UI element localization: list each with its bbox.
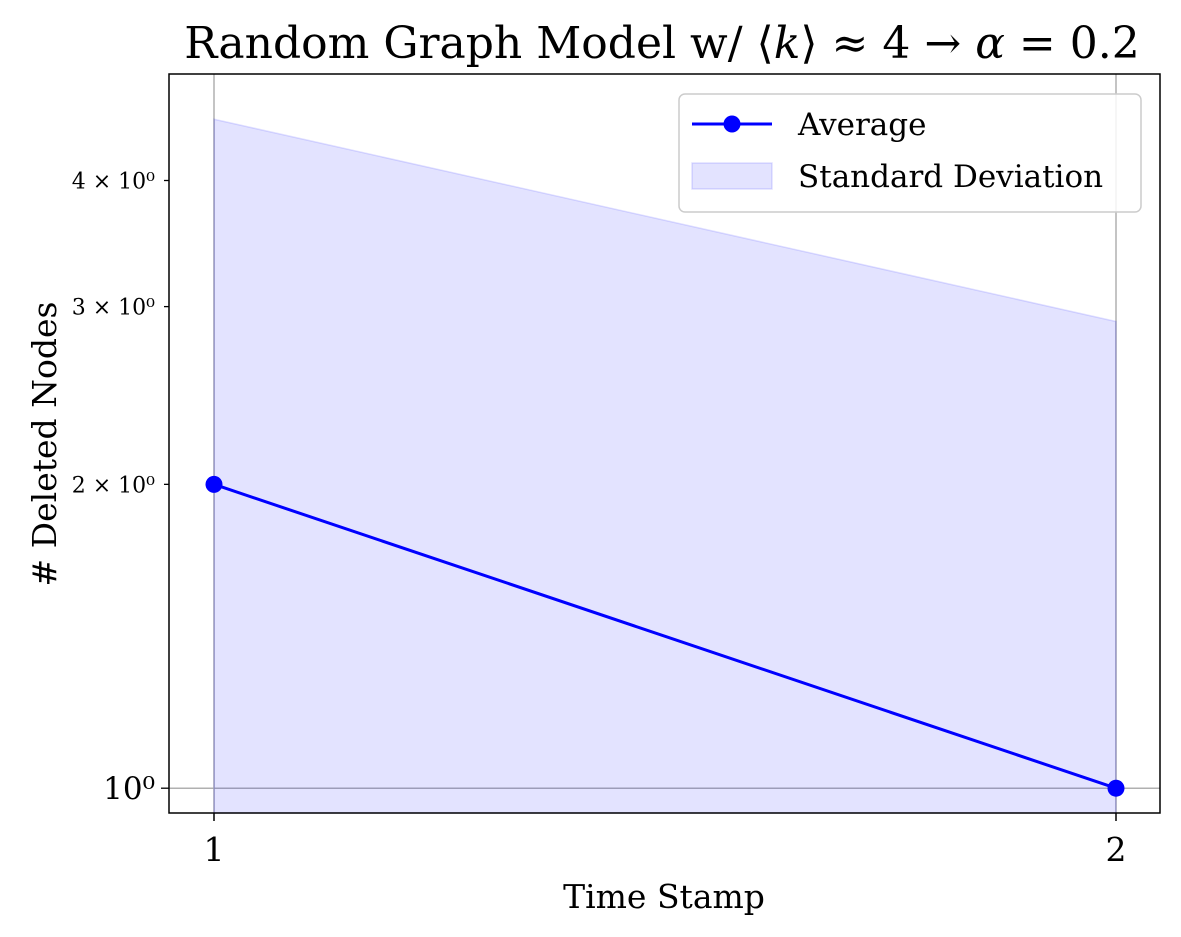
y-tick-label-3: 3 × 10⁰ — [72, 296, 155, 321]
legend-average-marker — [723, 115, 741, 133]
y-tick-label-4: 4 × 10⁰ — [72, 169, 155, 194]
x-axis-label: Time Stamp — [563, 877, 765, 916]
y-tick-label-1: 10⁰ — [103, 771, 155, 807]
plot-frame — [168, 73, 1161, 814]
std-deviation-band — [213, 118, 1117, 814]
legend-box — [678, 93, 1142, 213]
x-tick-label-1: 1 — [204, 830, 225, 869]
y-tick-label-2: 2 × 10⁰ — [72, 473, 155, 498]
legend-average-label: Average — [797, 107, 926, 143]
legend: Average Standard Deviation — [678, 93, 1142, 213]
average-line — [213, 482, 1117, 790]
std-band-layer — [213, 118, 1117, 814]
average-point-1 — [205, 475, 223, 493]
average-line-layer — [205, 475, 1125, 797]
legend-std-label: Standard Deviation — [798, 159, 1103, 195]
chart-title: Random Graph Model w/ ⟨k⟩ ≈ 4 → α = 0.2 — [184, 18, 1140, 69]
x-tick-label-2: 2 — [1106, 830, 1127, 869]
average-point-2 — [1107, 779, 1125, 797]
axis-ticks: 1 2 10⁰ 2 × 10⁰ 3 × 10⁰ 4 × 10⁰ — [72, 169, 1127, 869]
y-axis-label: # Deleted Nodes — [25, 302, 64, 587]
legend-std-swatch — [691, 162, 773, 190]
